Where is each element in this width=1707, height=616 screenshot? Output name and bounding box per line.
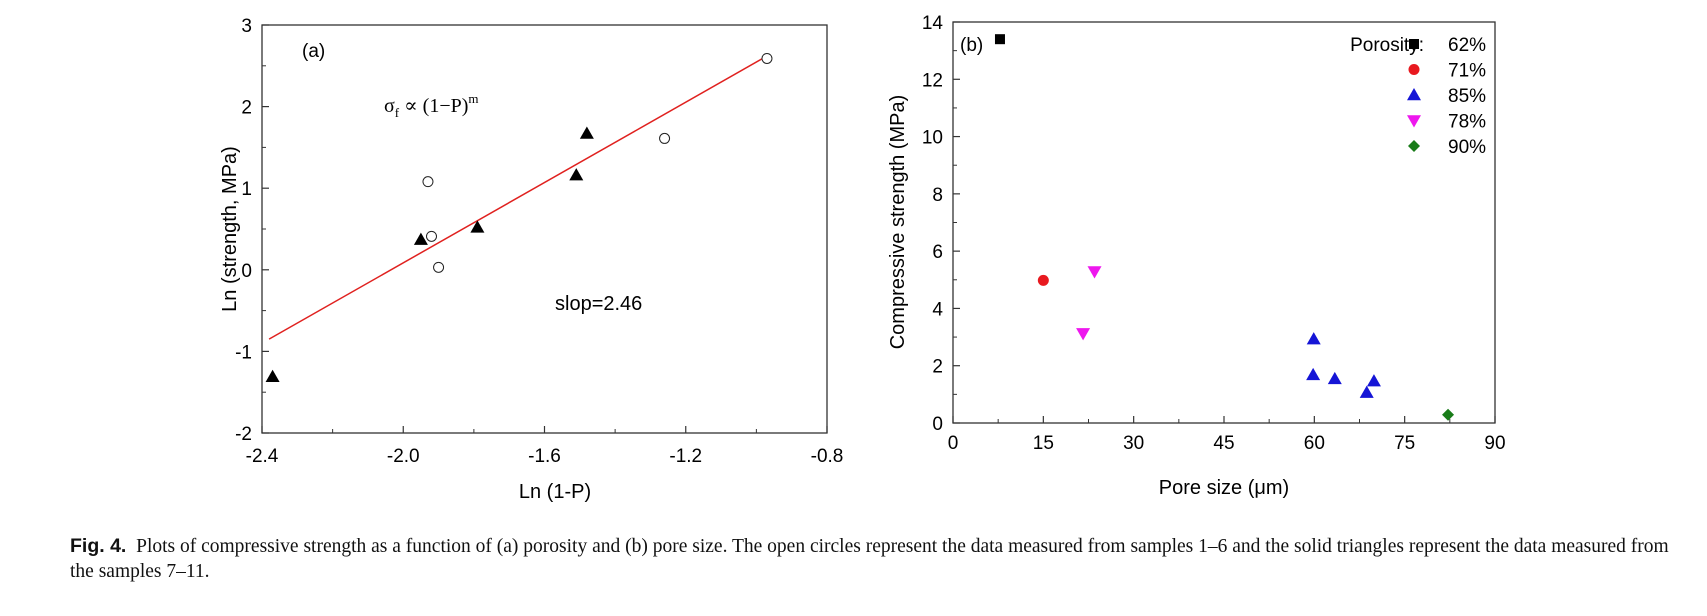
x-tick-label: -1.2: [669, 446, 702, 467]
y-tick-label: 12: [922, 70, 943, 91]
y-tick-label: 2: [932, 357, 943, 378]
panel-a-plot: -2.4 -2.0 -1.6 -1.2 -0.8 -2 -1 0 1 2 3 (a) σf ∝ (1…: [219, 16, 843, 503]
y-tick-label: 1: [241, 179, 252, 200]
panel-a-equation: σf ∝ (1−P)m: [384, 91, 479, 120]
caption-label: Fig. 4.: [70, 535, 127, 557]
y-tick-label: 14: [922, 13, 944, 34]
x-tick-label: -2.0: [387, 446, 420, 467]
open-circle-point: [761, 52, 773, 64]
x-tick-label: 15: [1033, 433, 1054, 454]
x-tick-label: 60: [1304, 433, 1325, 454]
legend-marker-78pct: [1407, 115, 1421, 128]
data-point-85pct: [1327, 371, 1342, 385]
panel-a-label: (a): [302, 41, 325, 62]
legend-marker-90pct: [1408, 140, 1420, 152]
x-tick-label: 45: [1213, 433, 1234, 454]
data-point-78pct: [1087, 266, 1102, 279]
legend-entry-85pct: 85%: [1448, 86, 1486, 107]
x-tick-label: 0: [948, 433, 959, 454]
filled-triangle-point: [579, 126, 594, 139]
data-point-85pct: [1359, 385, 1374, 398]
y-tick-label: 4: [932, 299, 943, 320]
open-circle-point: [422, 176, 434, 188]
panel-b-plot: 0 15 30 45 60 75 90 0 2 4 6 8 10 12 14 (b) Porosity: 6…: [887, 13, 1506, 499]
data-point-90pct: [1442, 408, 1455, 421]
panel-b-frame: [952, 21, 1496, 424]
data-point-85pct: [1306, 332, 1321, 345]
fit-line: [268, 55, 768, 340]
panel-b-legend: Porosity: 62% 71% 85% 78% 90%: [1350, 35, 1486, 158]
open-circle-point: [426, 230, 437, 242]
panel-a-x-axis-label: Ln (1-P): [519, 481, 591, 503]
data-point-85pct: [1366, 374, 1381, 387]
panel-b-y-axis-label: Compressive strength (MPa): [887, 95, 909, 350]
legend-entry-71pct: 71%: [1448, 61, 1486, 82]
x-tick-label: -2.4: [246, 446, 279, 467]
filled-triangle-point: [569, 168, 584, 181]
legend-entry-90pct: 90%: [1448, 137, 1486, 158]
x-tick-label: -1.6: [528, 446, 561, 467]
y-tick-label: 3: [241, 16, 252, 37]
y-tick-label: 6: [932, 242, 943, 263]
x-tick-label: 75: [1394, 433, 1415, 454]
x-tick-label: 30: [1123, 433, 1144, 454]
data-point-78pct: [1076, 328, 1091, 341]
data-point-71pct: [1037, 274, 1049, 286]
legend-marker-85pct: [1407, 88, 1421, 101]
open-circle-point: [659, 132, 671, 144]
caption-text: Plots of compressive strength as a funct…: [70, 536, 1669, 582]
panel-b-x-axis-label: Pore size (μm): [1159, 477, 1289, 499]
figure-caption: Fig. 4. Plots of compressive strength as…: [70, 534, 1670, 584]
panel-a-y-axis-label: Ln (strength, MPa): [219, 146, 241, 312]
y-tick-label: 0: [241, 261, 252, 282]
legend-title: Porosity:: [1350, 35, 1424, 56]
filled-triangle-point: [413, 232, 428, 245]
panel-a-frame: [261, 24, 828, 434]
y-tick-label: 8: [932, 185, 943, 206]
x-tick-label: -0.8: [811, 446, 844, 467]
y-tick-label: -2: [235, 424, 252, 445]
filled-triangle-point: [470, 220, 485, 233]
open-circle-point: [433, 261, 445, 273]
legend-marker-71pct: [1408, 64, 1420, 75]
legend-entry-78pct: 78%: [1448, 112, 1486, 133]
panel-a-slope-annotation: slop=2.46: [555, 293, 642, 315]
x-tick-label: 90: [1484, 433, 1505, 454]
y-tick-label: 10: [922, 128, 943, 149]
y-tick-label: -1: [235, 342, 252, 363]
data-point-62pct: [994, 34, 1005, 45]
legend-entry-62pct: 62%: [1448, 35, 1486, 56]
y-tick-label: 0: [932, 414, 943, 435]
panel-b-label: (b): [960, 35, 983, 56]
legend-marker-62pct: [1409, 39, 1419, 49]
filled-triangle-point: [265, 369, 280, 382]
data-point-85pct: [1306, 367, 1321, 381]
y-tick-label: 2: [241, 98, 252, 119]
